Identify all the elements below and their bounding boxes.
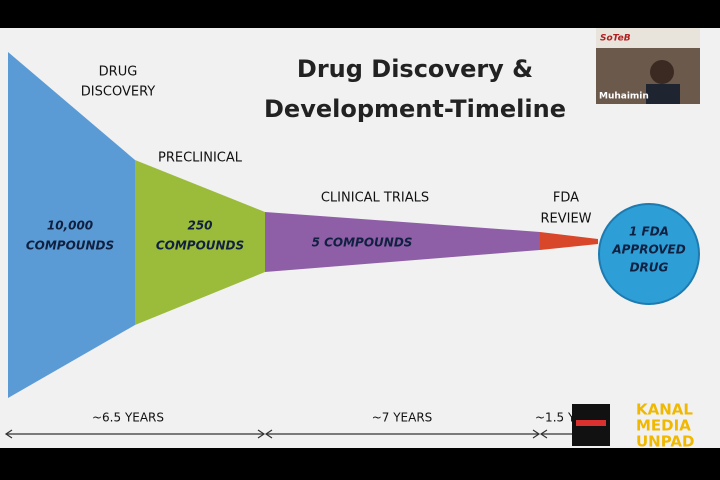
stage-content: 250 — [187, 219, 212, 233]
title: Development-Timeline — [264, 95, 566, 123]
funnel-stage — [540, 232, 598, 250]
stage-label: DISCOVERY — [81, 85, 155, 100]
video-logo: SoTeB — [600, 34, 631, 44]
watermark-text: KANAL — [636, 401, 693, 419]
outcome-text: DRUG — [630, 261, 669, 275]
duration: ~6.5 YEARS — [92, 411, 164, 425]
stage-content: 5 COMPOUNDS — [312, 236, 413, 250]
stage-content: COMPOUNDS — [156, 239, 244, 253]
outcome-circle — [598, 203, 700, 305]
funnel-stage — [8, 52, 135, 398]
duration: ~7 YEARS — [372, 411, 433, 425]
watermark-text: UNPAD — [636, 433, 694, 451]
person — [650, 60, 674, 84]
stage-label: CLINICAL TRIALS — [321, 191, 429, 206]
stage-content: COMPOUNDS — [26, 239, 114, 253]
title: Drug Discovery & — [297, 55, 533, 83]
person — [646, 84, 680, 104]
watermark-text: MEDIA — [636, 417, 691, 435]
outcome-text: 1 FDA — [629, 225, 669, 239]
outcome-text: APPROVED — [611, 243, 685, 257]
participant-name: Muhaimin — [599, 92, 649, 102]
funnel-stage — [135, 160, 265, 325]
watermark-logo — [576, 420, 606, 426]
stage-label: FDA — [553, 191, 579, 206]
funnel-stage — [265, 212, 540, 272]
video-header — [596, 28, 700, 48]
stage-label: PRECLINICAL — [158, 151, 243, 166]
stage-label: REVIEW — [540, 212, 591, 227]
stage-content: 10,000 — [47, 219, 93, 233]
stage-label: DRUG — [99, 65, 138, 80]
